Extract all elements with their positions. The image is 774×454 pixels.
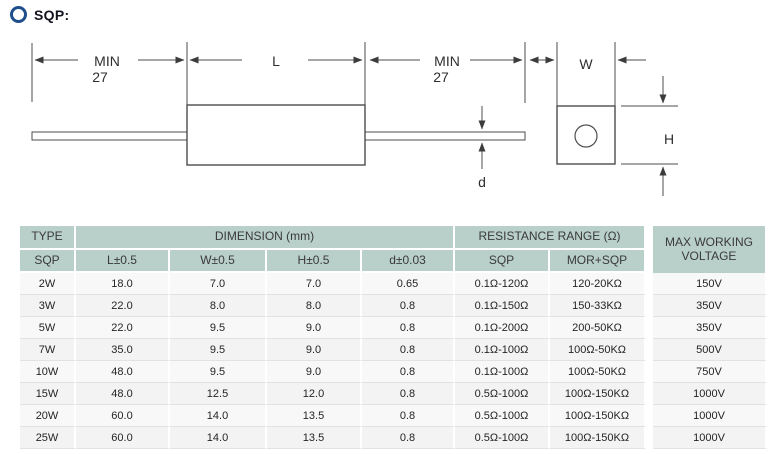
table-cell-l: 35.0: [76, 339, 170, 361]
end-view-square: [556, 105, 616, 165]
table-cell-w: 9.5: [170, 317, 267, 339]
label-min-left-value: 27: [92, 69, 108, 85]
table-cell-mor_sqp: 100Ω-150KΩ: [550, 427, 646, 449]
table-cell-type: 2W: [20, 273, 76, 295]
label-length: L: [272, 53, 280, 69]
table-cell-w: 12.5: [170, 383, 267, 405]
table-cell-sqp: 0.1Ω-200Ω: [455, 317, 550, 339]
label-lead-diameter: d: [478, 174, 486, 190]
table-cell-voltage: 150V: [653, 273, 767, 295]
table-cell-type: 15W: [20, 383, 76, 405]
table-cell-type: 10W: [20, 361, 76, 383]
table-cell-sqp: 0.5Ω-100Ω: [455, 405, 550, 427]
table-cell-l: 22.0: [76, 295, 170, 317]
table-cell-h: 9.0: [267, 317, 362, 339]
page-title: SQP:: [34, 6, 70, 23]
table-cell-h: 13.5: [267, 405, 362, 427]
table-cell-l: 60.0: [76, 427, 170, 449]
table-cell-sqp: 0.1Ω-100Ω: [455, 361, 550, 383]
table-cell-type: 7W: [20, 339, 76, 361]
label-height: H: [664, 131, 674, 147]
table-cell-w: 8.0: [170, 295, 267, 317]
table-cell-voltage: 1000V: [653, 383, 767, 405]
table-cell-mor_sqp: 100Ω-50KΩ: [550, 361, 646, 383]
table-cell-d: 0.8: [362, 317, 455, 339]
table-cell-voltage: 350V: [653, 317, 767, 339]
col-header-h: H±0.5: [267, 250, 362, 273]
table-cell-type: 20W: [20, 405, 76, 427]
table-cell-mor_sqp: 100Ω-50KΩ: [550, 339, 646, 361]
table-cell-sqp: 0.1Ω-100Ω: [455, 339, 550, 361]
col-header-res-sqp: SQP: [455, 250, 550, 273]
table-cell-mor_sqp: 120-20KΩ: [550, 273, 646, 295]
resistor-dimension-diagram: MIN 27 L MIN 27 W H d: [31, 42, 678, 196]
table-cell-w: 9.5: [170, 361, 267, 383]
label-min-right-value: 27: [433, 69, 449, 85]
table-cell-h: 13.5: [267, 427, 362, 449]
table-cell-mor_sqp: 100Ω-150KΩ: [550, 383, 646, 405]
table-cell-type: 25W: [20, 427, 76, 449]
table-cell-voltage: 1000V: [653, 427, 767, 449]
table-cell-d: 0.8: [362, 339, 455, 361]
table-cell-d: 0.8: [362, 405, 455, 427]
table-cell-sqp: 0.1Ω-150Ω: [455, 295, 550, 317]
table-cell-mor_sqp: 100Ω-150KΩ: [550, 405, 646, 427]
bullet-icon: [10, 6, 27, 23]
label-min-right: MIN: [434, 53, 460, 69]
resistor-body: [186, 104, 366, 166]
table-cell-d: 0.8: [362, 427, 455, 449]
col-header-l: L±0.5: [76, 250, 170, 273]
section-header: SQP:: [10, 6, 69, 23]
table-cell-w: 14.0: [170, 405, 267, 427]
table-cell-h: 9.0: [267, 361, 362, 383]
table-cell-d: 0.8: [362, 295, 455, 317]
table-cell-w: 14.0: [170, 427, 267, 449]
table-cell-l: 18.0: [76, 273, 170, 295]
end-view-hole: [574, 124, 598, 148]
table-cell-voltage: 1000V: [653, 405, 767, 427]
table-cell-h: 12.0: [267, 383, 362, 405]
spec-table: TYPE DIMENSION (mm) RESISTANCE RANGE (Ω)…: [20, 226, 767, 449]
col-header-max-working-voltage: MAX WORKING VOLTAGE: [653, 226, 767, 273]
table-cell-sqp: 0.1Ω-120Ω: [455, 273, 550, 295]
table-cell-w: 7.0: [170, 273, 267, 295]
table-cell-l: 60.0: [76, 405, 170, 427]
table-cell-l: 48.0: [76, 383, 170, 405]
col-header-type: TYPE: [20, 226, 76, 250]
lead-wire-right: [364, 131, 526, 141]
table-cell-type: 5W: [20, 317, 76, 339]
table-cell-voltage: 750V: [653, 361, 767, 383]
table-cell-h: 8.0: [267, 295, 362, 317]
table-cell-w: 9.5: [170, 339, 267, 361]
col-header-sqp: SQP: [20, 250, 76, 273]
table-cell-h: 7.0: [267, 273, 362, 295]
table-cell-l: 48.0: [76, 361, 170, 383]
table-cell-mor_sqp: 200-50KΩ: [550, 317, 646, 339]
lead-wire-left: [31, 131, 188, 141]
table-cell-d: 0.65: [362, 273, 455, 295]
table-cell-d: 0.8: [362, 383, 455, 405]
col-header-d: d±0.03: [362, 250, 455, 273]
label-min-left: MIN: [94, 53, 120, 69]
max-working-line1: MAX WORKING: [664, 234, 753, 249]
table-cell-type: 3W: [20, 295, 76, 317]
table-cell-l: 22.0: [76, 317, 170, 339]
table-cell-voltage: 500V: [653, 339, 767, 361]
table-cell-sqp: 0.5Ω-100Ω: [455, 383, 550, 405]
col-group-dimension: DIMENSION (mm): [76, 226, 455, 250]
table-cell-mor_sqp: 150-33KΩ: [550, 295, 646, 317]
table-cell-sqp: 0.5Ω-100Ω: [455, 427, 550, 449]
col-header-res-mor-sqp: MOR+SQP: [550, 250, 646, 273]
max-working-line2: VOLTAGE: [681, 248, 737, 263]
col-group-resistance: RESISTANCE RANGE (Ω): [455, 226, 646, 250]
col-header-w: W±0.5: [170, 250, 267, 273]
table-cell-d: 0.8: [362, 361, 455, 383]
table-cell-h: 9.0: [267, 339, 362, 361]
label-width: W: [579, 56, 593, 72]
table-cell-voltage: 350V: [653, 295, 767, 317]
